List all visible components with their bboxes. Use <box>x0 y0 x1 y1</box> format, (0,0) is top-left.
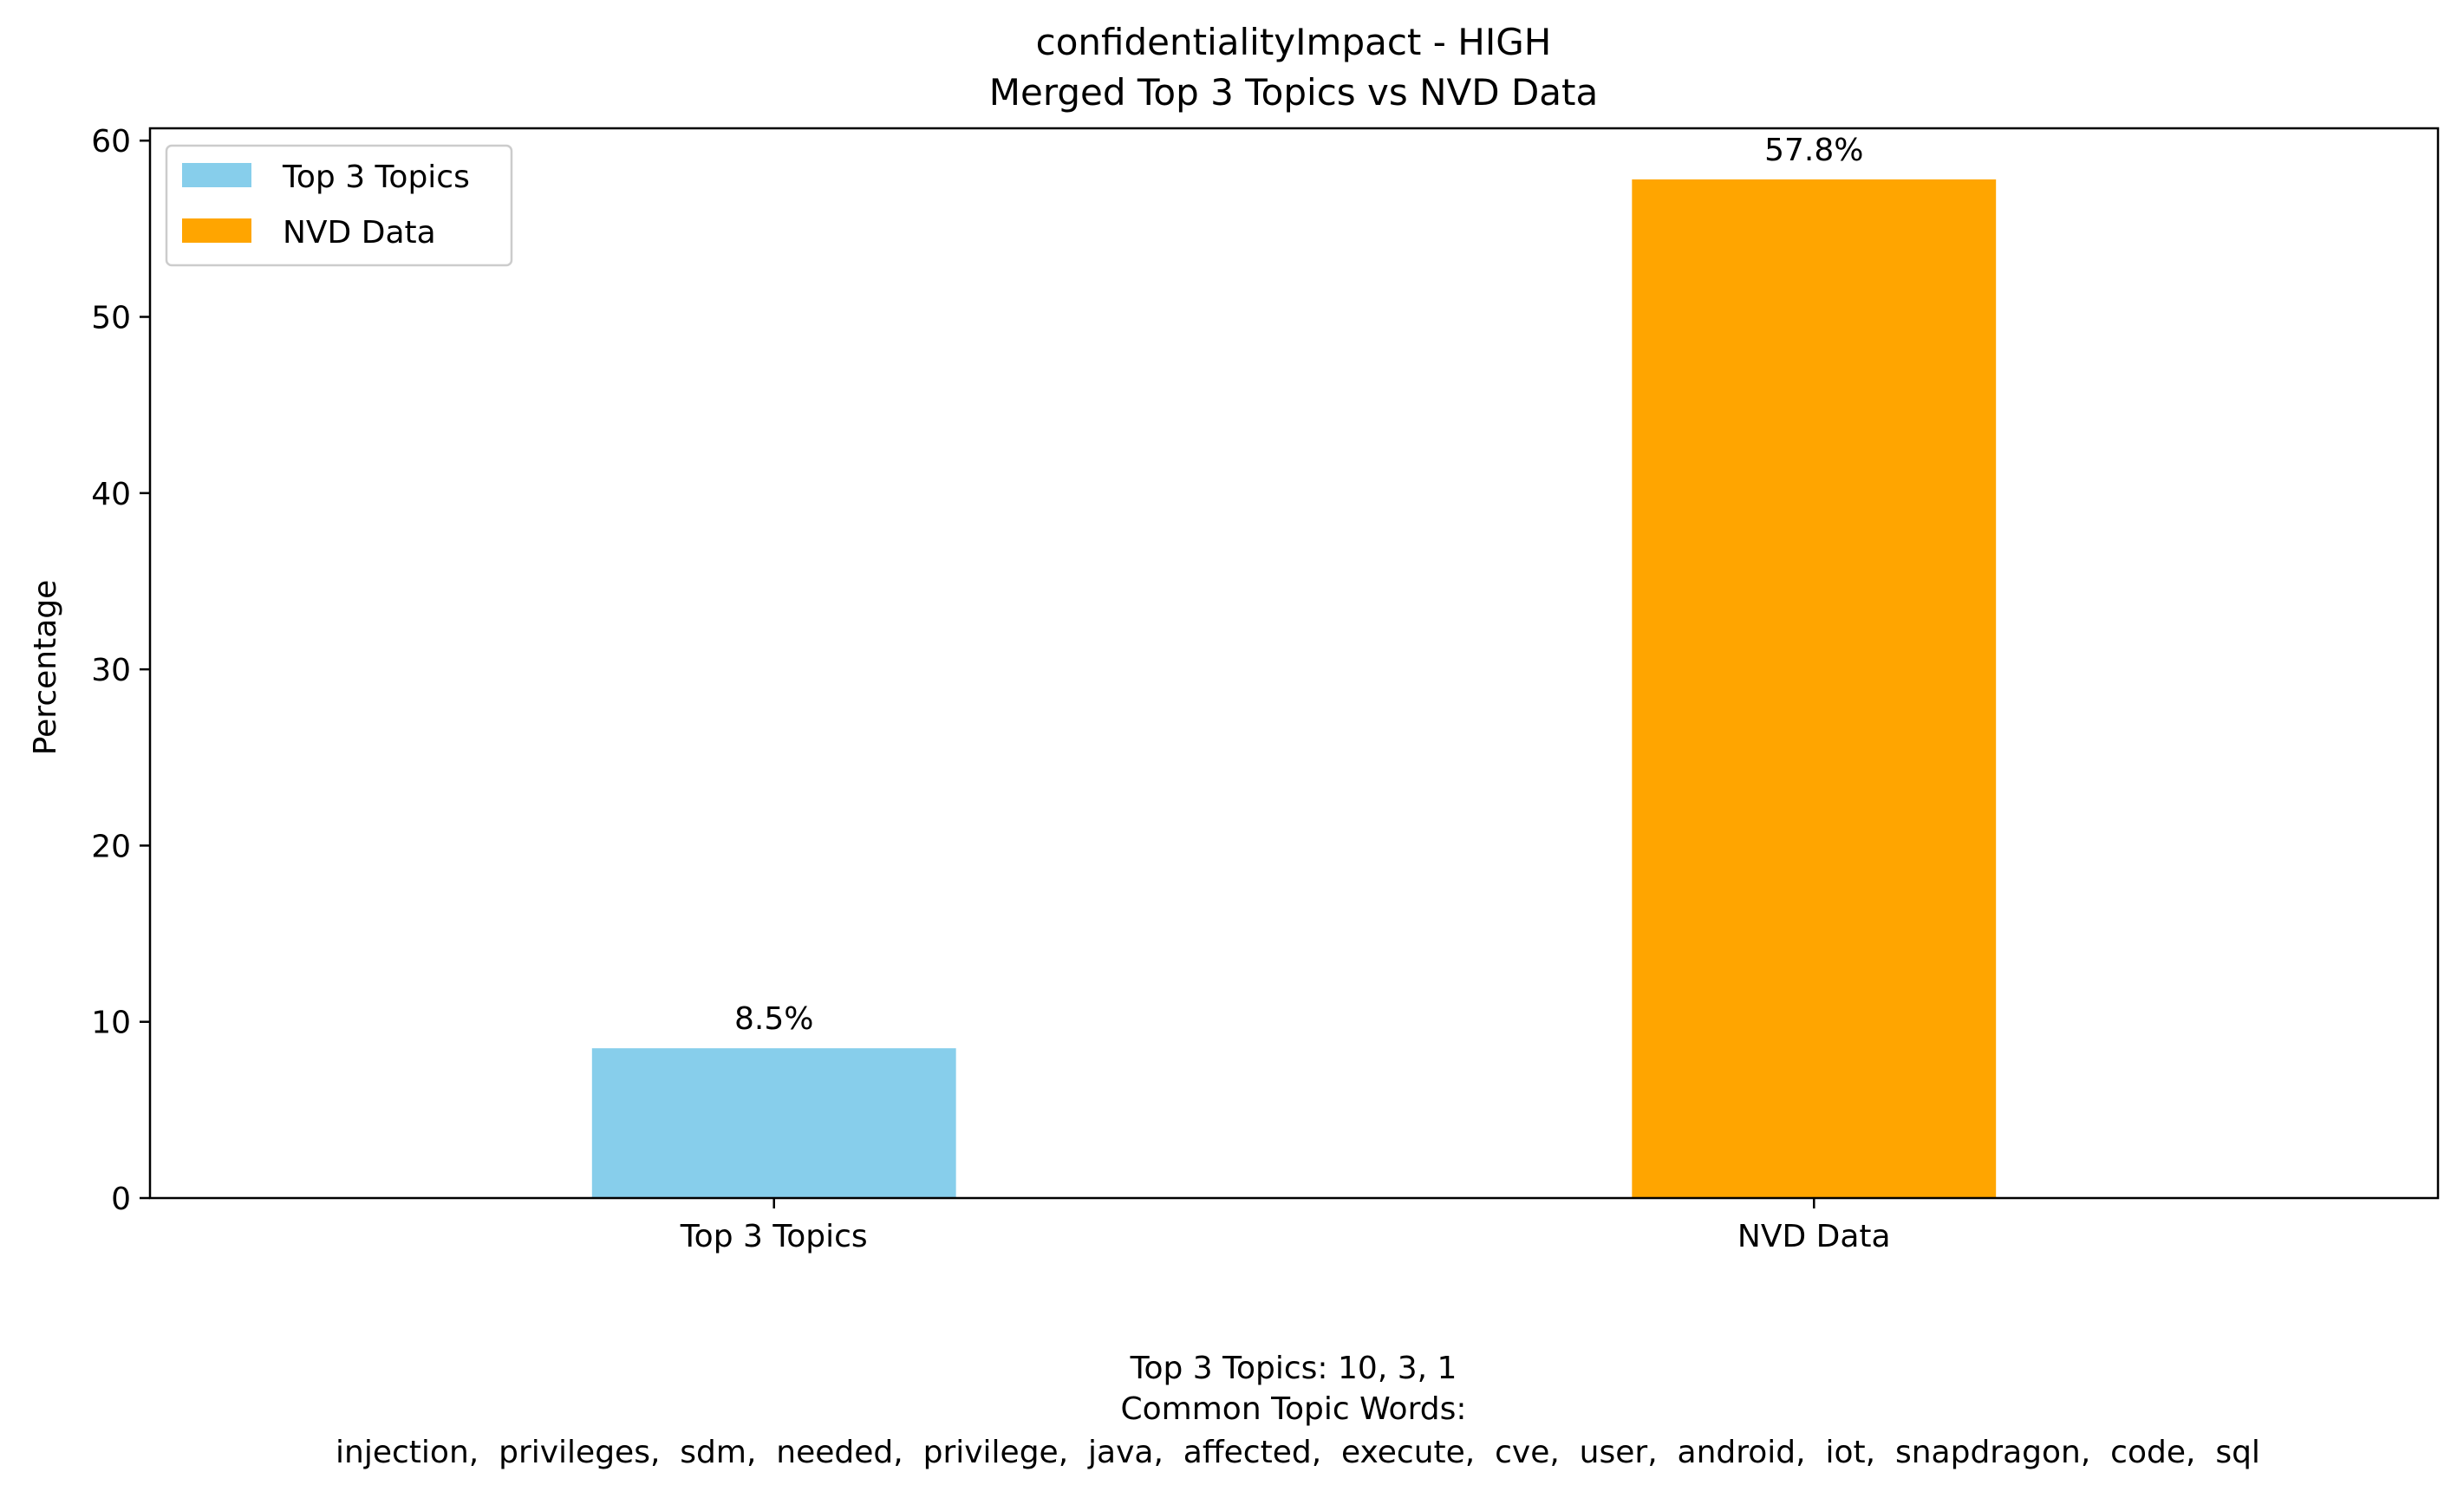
legend-label-top-3-topics: Top 3 Topics <box>282 160 470 195</box>
x-axis: Top 3 Topics NVD Data <box>680 1198 1891 1254</box>
footer-common-words-list: injection, privileges, sdm, needed, priv… <box>336 1435 2260 1470</box>
bar-value-label: 8.5% <box>734 1001 813 1037</box>
legend-swatch-top-3-topics <box>182 163 251 187</box>
y-axis-label: Percentage <box>28 580 63 756</box>
bar-value-label: 57.8% <box>1764 133 1863 168</box>
x-tick-label: Top 3 Topics <box>680 1219 868 1254</box>
footer-top-topics: Top 3 Topics: 10, 3, 1 <box>1130 1351 1457 1386</box>
bar-top-3-topics <box>591 1048 956 1198</box>
legend-label-nvd-data: NVD Data <box>283 215 436 251</box>
y-tick-label: 30 <box>91 653 131 688</box>
legend: Top 3 Topics NVD Data <box>165 144 513 267</box>
y-axis: 0 10 20 30 40 50 60 <box>91 124 150 1217</box>
footer-common-words-heading: Common Topic Words: <box>1121 1391 1467 1427</box>
bars <box>591 179 1997 1198</box>
y-tick-label: 10 <box>91 1006 131 1041</box>
x-tick-label: NVD Data <box>1737 1219 1891 1254</box>
y-tick-label: 50 <box>91 301 131 336</box>
chart-subtitle: Merged Top 3 Topics vs NVD Data <box>989 71 1599 114</box>
chart-title: confidentialityImpact - HIGH <box>1036 21 1552 63</box>
y-tick-label: 20 <box>91 829 131 864</box>
y-tick-label: 0 <box>111 1182 131 1217</box>
legend-frame <box>165 144 513 267</box>
y-tick-label: 40 <box>91 477 131 512</box>
legend-swatch-nvd-data <box>182 218 251 243</box>
bar-nvd-data <box>1632 179 1997 1198</box>
plot-frame <box>148 127 2440 1200</box>
bar-value-labels: 8.5% 57.8% <box>734 133 1863 1037</box>
y-tick-label: 60 <box>91 124 131 160</box>
